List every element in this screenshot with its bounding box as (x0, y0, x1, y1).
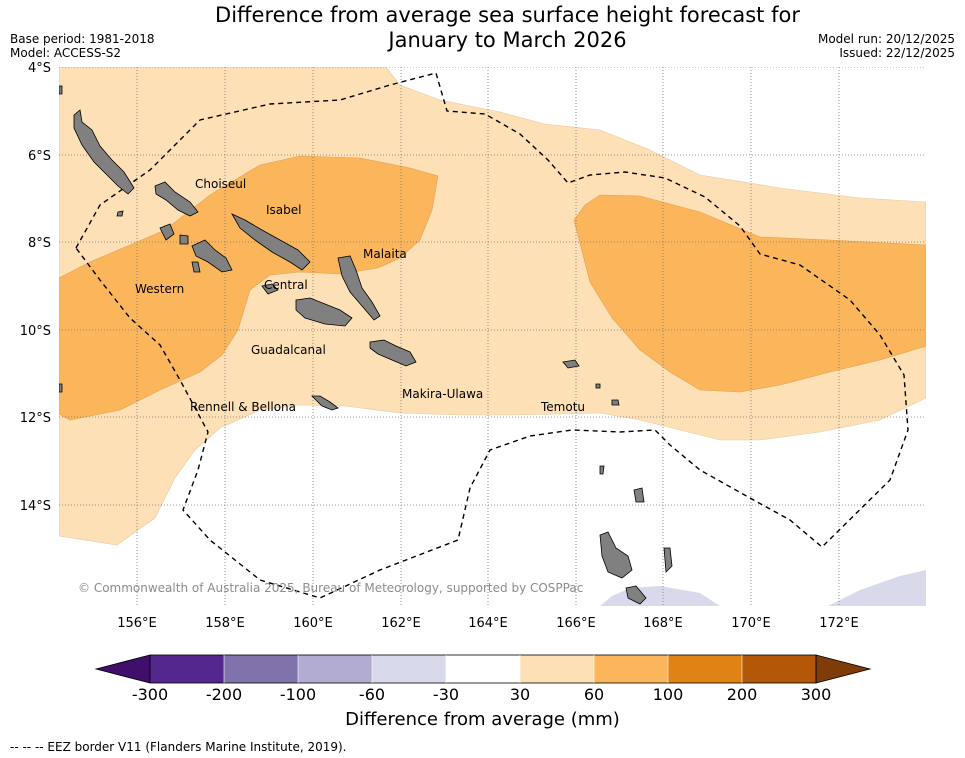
lon-label-162e: 162°E (381, 616, 421, 631)
colorbar-dividers (223, 655, 743, 683)
island-vanikoro (611, 399, 620, 406)
colorbar-title: Difference from average (mm) (345, 709, 620, 730)
island-bougainville-tip (59, 85, 63, 95)
island-vella-lavella (159, 223, 175, 241)
lon-label-158e: 158°E (205, 616, 245, 631)
island-santa-cruz (562, 359, 580, 369)
colorbar-bin-2 (224, 655, 298, 683)
colorbar-bin-4 (372, 655, 446, 683)
colorbar-bin-3 (298, 655, 372, 683)
cbar-tick-100: 100 (653, 685, 684, 704)
island-russell (261, 283, 279, 295)
cbar-tick-neg300: -300 (132, 685, 168, 704)
label-temotu: Temotu (540, 400, 585, 414)
colorbar-frame (149, 654, 817, 684)
cbar-tick-neg100: -100 (280, 685, 316, 704)
cbar-tick-neg200: -200 (206, 685, 242, 704)
islands (59, 85, 673, 605)
anomaly-negative-region-b (828, 570, 926, 606)
meta-left: Base period: 1981-2018 Model: ACCESS-S2 (10, 32, 155, 60)
cbar-tick-200: 200 (727, 685, 758, 704)
island-rennell (311, 395, 339, 411)
colorbar-bin-6 (520, 655, 594, 683)
colorbar-bin-7 (594, 655, 668, 683)
lon-label-172e: 172°E (819, 616, 859, 631)
longitude-labels: 156°E 158°E 160°E 162°E 164°E 166°E 168°… (117, 616, 859, 631)
colorbar-bin-9 (742, 655, 816, 683)
island-kolombangara (179, 234, 189, 245)
cbar-tick-30: 30 (510, 685, 530, 704)
lon-label-160e: 160°E (293, 616, 333, 631)
issued-date: Issued: 22/12/2025 (839, 46, 955, 60)
cbar-tick-neg30: -30 (433, 685, 459, 704)
label-western: Western (135, 282, 184, 296)
colorbar: -300 -200 -100 -60 -30 30 60 100 200 300 (94, 654, 872, 704)
title-line-2: January to March 2026 (388, 28, 627, 52)
lat-label-4s: 4°S (28, 61, 51, 76)
island-pentecost (625, 585, 647, 605)
lon-label-170e: 170°E (731, 616, 771, 631)
lat-label-6s: 6°S (28, 149, 51, 164)
island-maewo (663, 547, 673, 573)
island-new-georgia (191, 239, 233, 273)
model-run: Model run: 20/12/2025 (817, 32, 955, 46)
place-labels: Choiseul Isabel Malaita Western Central … (135, 177, 585, 414)
map-plot-area: Choiseul Isabel Malaita Western Central … (59, 67, 926, 606)
island-banks (633, 487, 645, 503)
island-isabel-main (231, 213, 311, 271)
cbar-tick-60: 60 (584, 685, 604, 704)
colorbar-bin-5 (446, 655, 520, 683)
lat-label-8s: 8°S (28, 236, 51, 251)
colorbar-extend-low (94, 654, 151, 684)
label-choiseul: Choiseul (195, 177, 246, 191)
label-rennell-bellona: Rennell & Bellona (190, 400, 296, 414)
anomaly-60-100-west (59, 155, 439, 421)
lat-label-14s: 14°S (20, 499, 51, 514)
island-isabel (154, 181, 199, 217)
label-central: Central (264, 278, 308, 292)
colorbar-extend-high (815, 654, 872, 684)
label-malaita: Malaita (363, 247, 407, 261)
island-rendova (191, 261, 201, 273)
model-name: Model: ACCESS-S2 (10, 46, 122, 60)
meta-right: Model run: 20/12/2025 Issued: 22/12/2025 (818, 32, 955, 60)
anomaly-60-100-east (573, 194, 926, 393)
island-guadalcanal (295, 297, 353, 327)
island-espiritu-santo (599, 531, 633, 579)
colorbar-tick-labels: -300 -200 -100 -60 -30 30 60 100 200 300 (132, 685, 831, 704)
cbar-tick-300: 300 (801, 685, 832, 704)
cbar-tick-neg60: -60 (359, 685, 385, 704)
label-guadalcanal: Guadalcanal (251, 343, 326, 357)
latitude-labels: 4°S 6°S 8°S 10°S 12°S 14°S (20, 61, 51, 514)
lon-label-168e: 168°E (643, 616, 683, 631)
map-title: Difference from average sea surface heig… (150, 3, 865, 53)
lat-label-10s: 10°S (20, 324, 51, 339)
colorbar-bin-1 (150, 655, 224, 683)
island-western-tip (59, 383, 63, 393)
eez-legend-note: -- -- -- EEZ border V11 (Flanders Marine… (10, 740, 347, 754)
label-makira-ulawa: Makira-Ulawa (402, 387, 483, 401)
lon-label-166e: 166°E (556, 616, 596, 631)
lon-label-156e: 156°E (117, 616, 157, 631)
lat-label-12s: 12°S (20, 411, 51, 426)
island-choiseul (73, 109, 135, 195)
base-period: Base period: 1981-2018 (10, 32, 155, 46)
title-line-1: Difference from average sea surface heig… (215, 3, 800, 27)
island-torres (599, 465, 605, 475)
island-shortland (116, 210, 124, 217)
eez-border (75, 72, 909, 599)
colorbar-bin-8 (668, 655, 742, 683)
copyright-notice: © Commonwealth of Australia 2025, Bureau… (78, 581, 583, 595)
lon-label-164e: 164°E (468, 616, 508, 631)
label-isabel: Isabel (266, 203, 301, 217)
island-makira (369, 339, 417, 367)
island-utupua (595, 383, 601, 389)
island-malaita (337, 255, 381, 321)
